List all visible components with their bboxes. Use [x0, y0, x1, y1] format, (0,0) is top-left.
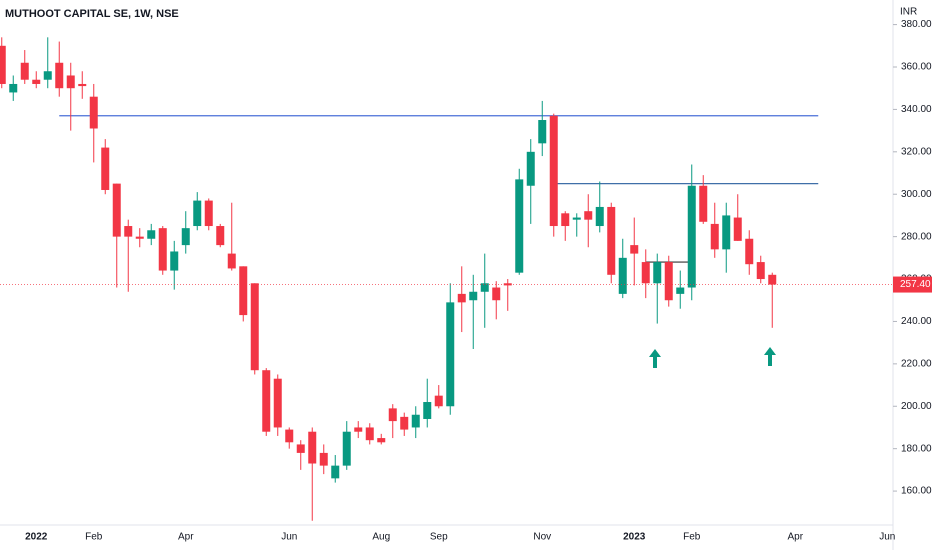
candle-body: [733, 217, 742, 241]
candle-body: [722, 215, 731, 250]
candle-body: [285, 429, 294, 443]
price-label-box: [893, 276, 932, 293]
x-tick-label: Nov: [533, 532, 551, 543]
candle-body: [331, 465, 340, 479]
price-label: 257.40: [900, 279, 931, 290]
chart-title: MUTHOOT CAPITAL SE, 1W, NSE: [5, 8, 179, 20]
y-tick-label: 200.00: [901, 401, 932, 412]
candle-body: [273, 378, 282, 428]
y-tick-label: 280.00: [901, 231, 932, 242]
candle-body: [296, 444, 305, 453]
candle-body: [653, 262, 662, 284]
candle-body: [768, 274, 777, 285]
candle-body: [9, 83, 18, 93]
candle-body: [630, 245, 639, 254]
candle-body: [549, 115, 558, 227]
candle-body: [170, 251, 179, 271]
candle-body: [135, 236, 144, 239]
candle-body: [308, 431, 317, 464]
candle-body: [43, 71, 52, 80]
candle-body: [607, 206, 616, 275]
x-tick-label: Feb: [85, 532, 103, 543]
candle-body: [411, 414, 420, 428]
candle-body: [216, 226, 225, 246]
candle-body: [55, 62, 64, 89]
candle-body: [699, 185, 708, 222]
candle-body: [89, 96, 98, 129]
plot: [0, 37, 819, 521]
candle-body: [756, 262, 765, 280]
y-tick-label: 380.00: [901, 19, 932, 30]
candle-body: [469, 291, 478, 301]
candle-body: [239, 266, 248, 316]
candle-body: [538, 120, 547, 144]
y-tick-label: 220.00: [901, 358, 932, 369]
candle-body: [147, 230, 156, 239]
candle-body: [262, 370, 271, 432]
candle-body: [664, 262, 673, 301]
candle-body: [158, 228, 167, 271]
candle-body: [193, 200, 202, 227]
candle-body: [0, 45, 6, 84]
candle-body: [32, 79, 41, 84]
candle-body: [687, 185, 696, 288]
candle-body: [204, 200, 213, 227]
candle-body: [227, 253, 236, 269]
candle-body: [480, 283, 489, 292]
candle-body: [572, 217, 581, 220]
y-tick-label: 340.00: [901, 104, 932, 115]
y-tick-label: 320.00: [901, 146, 932, 157]
candle-body: [710, 223, 719, 250]
x-tick-label: Apr: [787, 532, 803, 543]
x-tick-label: Feb: [683, 532, 701, 543]
candle-body: [745, 238, 754, 265]
candle-body: [446, 302, 455, 407]
candle-body: [112, 183, 121, 237]
x-tick-label: Jun: [281, 532, 297, 543]
y-tick-label: 240.00: [901, 316, 932, 327]
candle-body: [250, 283, 259, 371]
candle-body: [618, 257, 627, 294]
candle-body: [342, 431, 351, 466]
candle-body: [66, 75, 75, 89]
y-tick-label: 300.00: [901, 189, 932, 200]
x-tick-label: 2022: [25, 532, 48, 543]
x-tick-label: Aug: [372, 532, 390, 543]
up-arrow: [764, 347, 776, 366]
candle-body: [641, 262, 650, 284]
candle-body: [584, 211, 593, 220]
x-tick-label: Apr: [178, 532, 194, 543]
candle-body: [354, 427, 363, 432]
candle-body: [124, 226, 133, 237]
candle-body: [676, 287, 685, 294]
currency: INR: [900, 7, 917, 18]
candle-body: [423, 402, 432, 419]
candle-body: [492, 287, 501, 301]
candle-body: [377, 438, 386, 443]
x-tick-label: Jun: [879, 532, 895, 543]
candle-body: [365, 427, 374, 441]
candle-body: [319, 452, 328, 466]
x-tick-label: 2023: [623, 532, 646, 543]
y-tick-label: 360.00: [901, 62, 932, 73]
candle-body: [526, 151, 535, 186]
candle-body: [400, 416, 409, 430]
candle-body: [515, 179, 524, 273]
candle-body: [561, 213, 570, 227]
candle-body: [78, 83, 87, 87]
candle-body: [595, 206, 604, 227]
candle-body: [181, 228, 190, 246]
candle-body: [101, 147, 110, 190]
y-tick-label: 160.00: [901, 486, 932, 497]
candle-body: [434, 395, 443, 407]
candle-body: [457, 293, 466, 303]
candle-body: [20, 62, 29, 80]
x-tick-label: Sep: [430, 532, 448, 543]
candle-body: [388, 408, 397, 422]
up-arrow: [649, 349, 661, 368]
y-tick-label: 180.00: [901, 443, 932, 454]
